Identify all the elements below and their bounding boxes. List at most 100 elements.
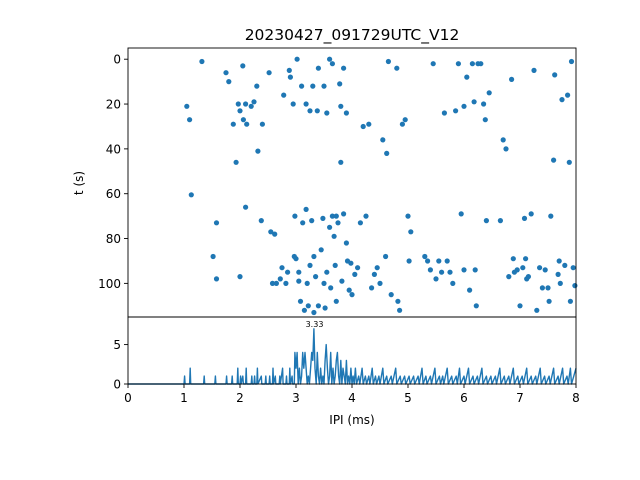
- raster-point-3: [199, 58, 205, 65]
- raster-point-145: [506, 274, 512, 280]
- raster-point-34: [285, 269, 291, 275]
- raster-point-72: [329, 213, 335, 219]
- histogram-x-tick-label: 5: [404, 391, 412, 405]
- raster-point-171: [562, 262, 568, 268]
- raster-point-36: [287, 74, 293, 80]
- raster-point-150: [517, 303, 523, 309]
- raster-point-151: [520, 265, 526, 271]
- raster-point-40: [293, 256, 299, 262]
- raster-point-97: [369, 285, 375, 291]
- raster-point-19: [248, 103, 254, 109]
- raster-point-103: [384, 150, 390, 156]
- raster-point-51: [305, 303, 311, 309]
- raster-point-64: [321, 83, 327, 89]
- raster-point-10: [233, 159, 239, 165]
- raster-point-41: [294, 56, 300, 62]
- raster-point-110: [402, 117, 408, 123]
- raster-point-105: [388, 292, 394, 298]
- raster-y-tick-label: 0: [113, 53, 121, 67]
- raster-point-119: [436, 258, 442, 264]
- raster-point-33: [283, 280, 289, 286]
- raster-point-166: [552, 72, 558, 78]
- raster-point-157: [531, 67, 537, 73]
- raster-point-131: [467, 287, 473, 293]
- raster-point-122: [444, 258, 450, 264]
- raster-point-25: [266, 70, 272, 76]
- histogram-line: [128, 328, 577, 385]
- raster-point-50: [304, 280, 310, 286]
- raster-point-149: [514, 267, 520, 273]
- raster-point-60: [315, 303, 321, 309]
- raster-point-163: [546, 298, 552, 304]
- raster-point-35: [286, 67, 292, 73]
- raster-point-123: [447, 269, 453, 275]
- raster-point-79: [337, 81, 343, 87]
- raster-point-139: [482, 117, 488, 123]
- raster-point-66: [322, 305, 328, 311]
- raster-point-6: [213, 276, 220, 282]
- raster-point-81: [338, 103, 344, 109]
- raster-point-27: [269, 280, 276, 286]
- histogram-y-tick-label: 0: [113, 378, 121, 392]
- raster-point-74: [331, 233, 337, 239]
- raster-point-120: [439, 269, 445, 275]
- raster-point-153: [523, 256, 529, 262]
- raster-point-14: [240, 63, 246, 69]
- raster-point-173: [566, 159, 572, 165]
- raster-point-93: [357, 220, 363, 226]
- raster-point-158: [534, 307, 540, 313]
- raster-point-42: [296, 278, 302, 284]
- raster-point-1: [187, 117, 193, 123]
- raster-y-axis: 0 20 40 60 80 100: [98, 53, 128, 291]
- raster-point-134: [472, 267, 478, 273]
- raster-point-90: [349, 292, 355, 298]
- histogram-y-tick-label: 5: [113, 338, 121, 352]
- raster-point-11: [235, 101, 241, 107]
- raster-point-114: [422, 253, 428, 260]
- histogram-peak-label: 3.33: [306, 320, 324, 329]
- raster-point-137: [478, 61, 484, 67]
- raster-point-67: [324, 269, 330, 275]
- raster-point-9: [230, 121, 236, 127]
- raster-point-169: [557, 280, 563, 286]
- raster-point-128: [461, 103, 467, 109]
- raster-point-91: [352, 271, 358, 277]
- raster-point-147: [510, 256, 516, 262]
- raster-point-7: [223, 70, 229, 76]
- raster-point-62: [318, 247, 324, 253]
- raster-point-55: [310, 83, 316, 89]
- raster-point-156: [528, 211, 534, 217]
- raster-point-89: [348, 260, 354, 266]
- histogram-x-tick-label: 3: [292, 391, 300, 405]
- raster-point-52: [307, 262, 313, 268]
- raster-point-8: [226, 79, 232, 85]
- raster-point-102: [383, 253, 389, 260]
- raster-point-174: [567, 298, 574, 304]
- raster-point-132: [469, 61, 475, 67]
- raster-point-17: [243, 204, 249, 210]
- raster-point-135: [473, 303, 479, 309]
- raster-point-116: [427, 267, 433, 273]
- histogram-x-label: IPI (ms): [329, 413, 374, 427]
- raster-point-28: [272, 231, 278, 237]
- raster-point-124: [450, 280, 456, 286]
- raster-point-2: [188, 192, 194, 198]
- raster-point-170: [559, 97, 565, 103]
- raster-point-56: [311, 253, 317, 260]
- raster-point-96: [366, 121, 372, 127]
- raster-point-95: [363, 213, 369, 219]
- raster-point-78: [335, 220, 341, 226]
- raster-point-104: [385, 58, 391, 65]
- raster-point-69: [327, 224, 333, 230]
- raster-point-68: [324, 110, 330, 116]
- raster-point-63: [320, 215, 326, 221]
- raster-point-24: [259, 121, 265, 127]
- raster-point-144: [503, 146, 509, 152]
- raster-y-tick-label: 40: [106, 142, 121, 156]
- raster-point-76: [333, 298, 339, 304]
- raster-point-133: [471, 99, 477, 105]
- raster-point-70: [327, 56, 333, 62]
- raster-point-4: [210, 253, 216, 260]
